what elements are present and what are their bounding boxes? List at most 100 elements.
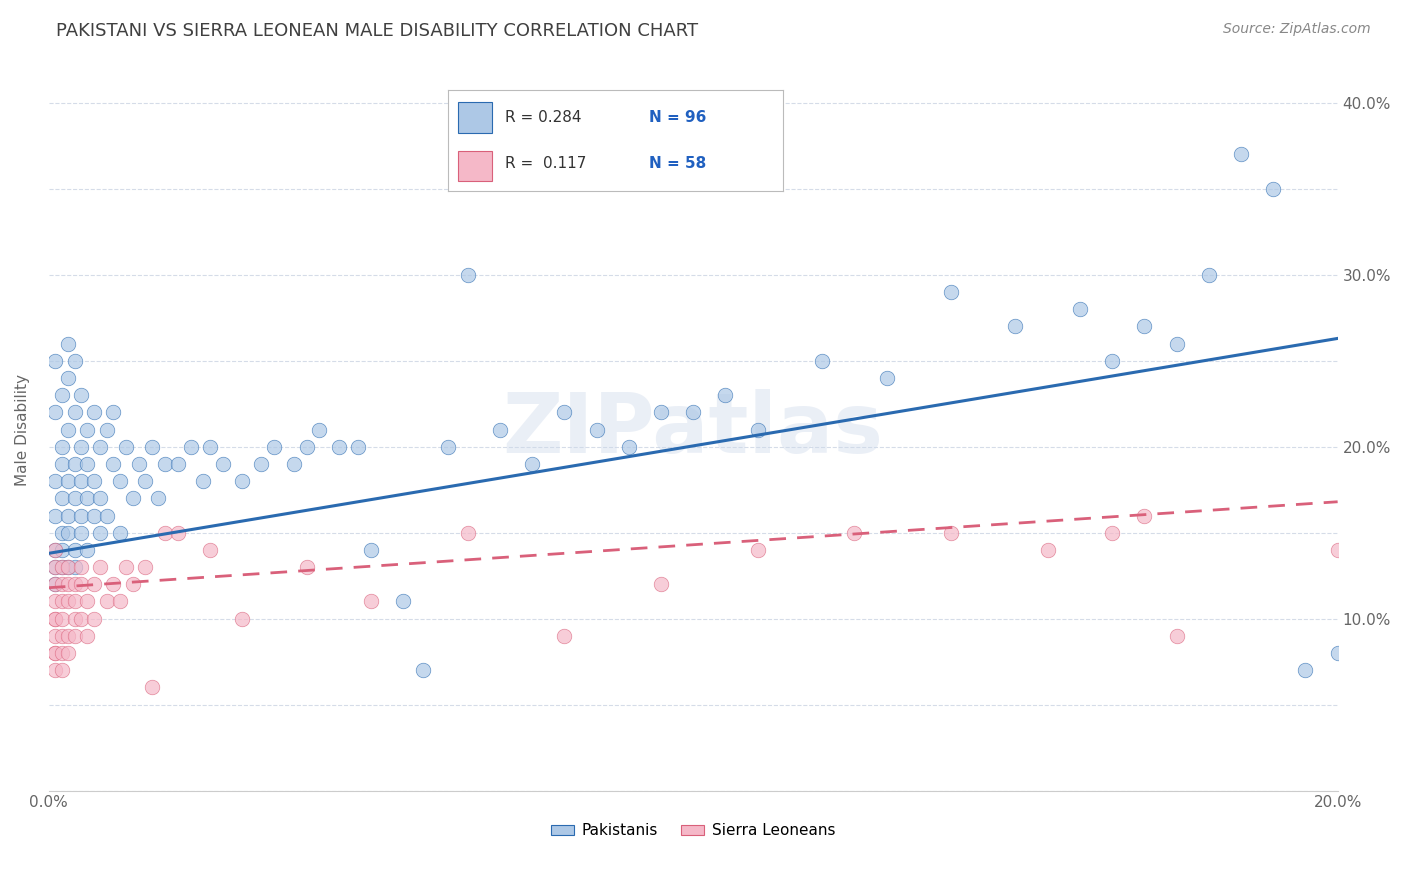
Point xyxy=(56,577,79,591)
Point xyxy=(1166,629,1188,643)
Point xyxy=(650,405,672,419)
Point xyxy=(70,560,93,574)
Point xyxy=(56,371,79,385)
Point xyxy=(1004,319,1026,334)
Point xyxy=(96,508,118,523)
Point xyxy=(63,560,86,574)
Point xyxy=(63,405,86,419)
Text: ZIPatlas: ZIPatlas xyxy=(503,389,884,470)
Point xyxy=(63,457,86,471)
Point xyxy=(89,525,111,540)
Point xyxy=(56,508,79,523)
Point xyxy=(44,577,66,591)
Text: Source: ZipAtlas.com: Source: ZipAtlas.com xyxy=(1223,22,1371,37)
Point xyxy=(63,491,86,506)
Point xyxy=(876,371,898,385)
Point xyxy=(44,353,66,368)
Point xyxy=(70,612,93,626)
Point xyxy=(457,268,479,282)
Point xyxy=(121,577,143,591)
Point xyxy=(1069,302,1091,317)
Point xyxy=(553,405,575,419)
Point xyxy=(44,542,66,557)
Point xyxy=(44,629,66,643)
Point xyxy=(134,560,156,574)
Point xyxy=(457,525,479,540)
Point xyxy=(63,629,86,643)
Point xyxy=(51,457,73,471)
Point xyxy=(70,388,93,402)
Point xyxy=(1294,663,1316,677)
Point xyxy=(328,440,350,454)
Text: PAKISTANI VS SIERRA LEONEAN MALE DISABILITY CORRELATION CHART: PAKISTANI VS SIERRA LEONEAN MALE DISABIL… xyxy=(56,22,699,40)
Point xyxy=(63,594,86,608)
Point xyxy=(56,646,79,660)
Point xyxy=(263,440,285,454)
Point xyxy=(63,542,86,557)
Legend: Pakistanis, Sierra Leoneans: Pakistanis, Sierra Leoneans xyxy=(546,817,841,845)
Point xyxy=(56,594,79,608)
Point xyxy=(939,525,962,540)
Point xyxy=(44,405,66,419)
Point xyxy=(811,353,834,368)
Point xyxy=(437,440,460,454)
Point xyxy=(44,646,66,660)
Point xyxy=(1036,542,1059,557)
Point xyxy=(295,560,318,574)
Point xyxy=(128,457,150,471)
Point xyxy=(1326,646,1348,660)
Point xyxy=(89,560,111,574)
Point xyxy=(283,457,305,471)
Point xyxy=(56,336,79,351)
Point xyxy=(83,508,105,523)
Point xyxy=(617,440,640,454)
Point xyxy=(83,577,105,591)
Point xyxy=(76,594,98,608)
Point xyxy=(166,457,188,471)
Point xyxy=(844,525,866,540)
Point xyxy=(44,612,66,626)
Point xyxy=(63,612,86,626)
Point xyxy=(250,457,273,471)
Point xyxy=(89,491,111,506)
Point xyxy=(70,440,93,454)
Point xyxy=(51,542,73,557)
Point xyxy=(76,457,98,471)
Point xyxy=(51,594,73,608)
Point xyxy=(650,577,672,591)
Point xyxy=(141,681,163,695)
Point xyxy=(44,594,66,608)
Point xyxy=(115,560,138,574)
Point xyxy=(83,405,105,419)
Point xyxy=(44,560,66,574)
Point xyxy=(714,388,737,402)
Point xyxy=(51,491,73,506)
Point xyxy=(96,423,118,437)
Point xyxy=(231,612,253,626)
Point xyxy=(70,508,93,523)
Point xyxy=(308,423,330,437)
Point xyxy=(76,491,98,506)
Point xyxy=(56,474,79,488)
Point xyxy=(89,440,111,454)
Point xyxy=(44,646,66,660)
Point xyxy=(1133,319,1156,334)
Point xyxy=(198,542,221,557)
Point xyxy=(1133,508,1156,523)
Point xyxy=(121,491,143,506)
Point xyxy=(682,405,704,419)
Point xyxy=(70,525,93,540)
Point xyxy=(51,560,73,574)
Point xyxy=(83,474,105,488)
Point xyxy=(166,525,188,540)
Point xyxy=(1230,147,1253,161)
Point xyxy=(115,440,138,454)
Point xyxy=(585,423,607,437)
Point xyxy=(1326,542,1348,557)
Point xyxy=(63,577,86,591)
Point xyxy=(295,440,318,454)
Point xyxy=(83,612,105,626)
Y-axis label: Male Disability: Male Disability xyxy=(15,374,30,485)
Point xyxy=(1358,336,1381,351)
Point xyxy=(148,491,170,506)
